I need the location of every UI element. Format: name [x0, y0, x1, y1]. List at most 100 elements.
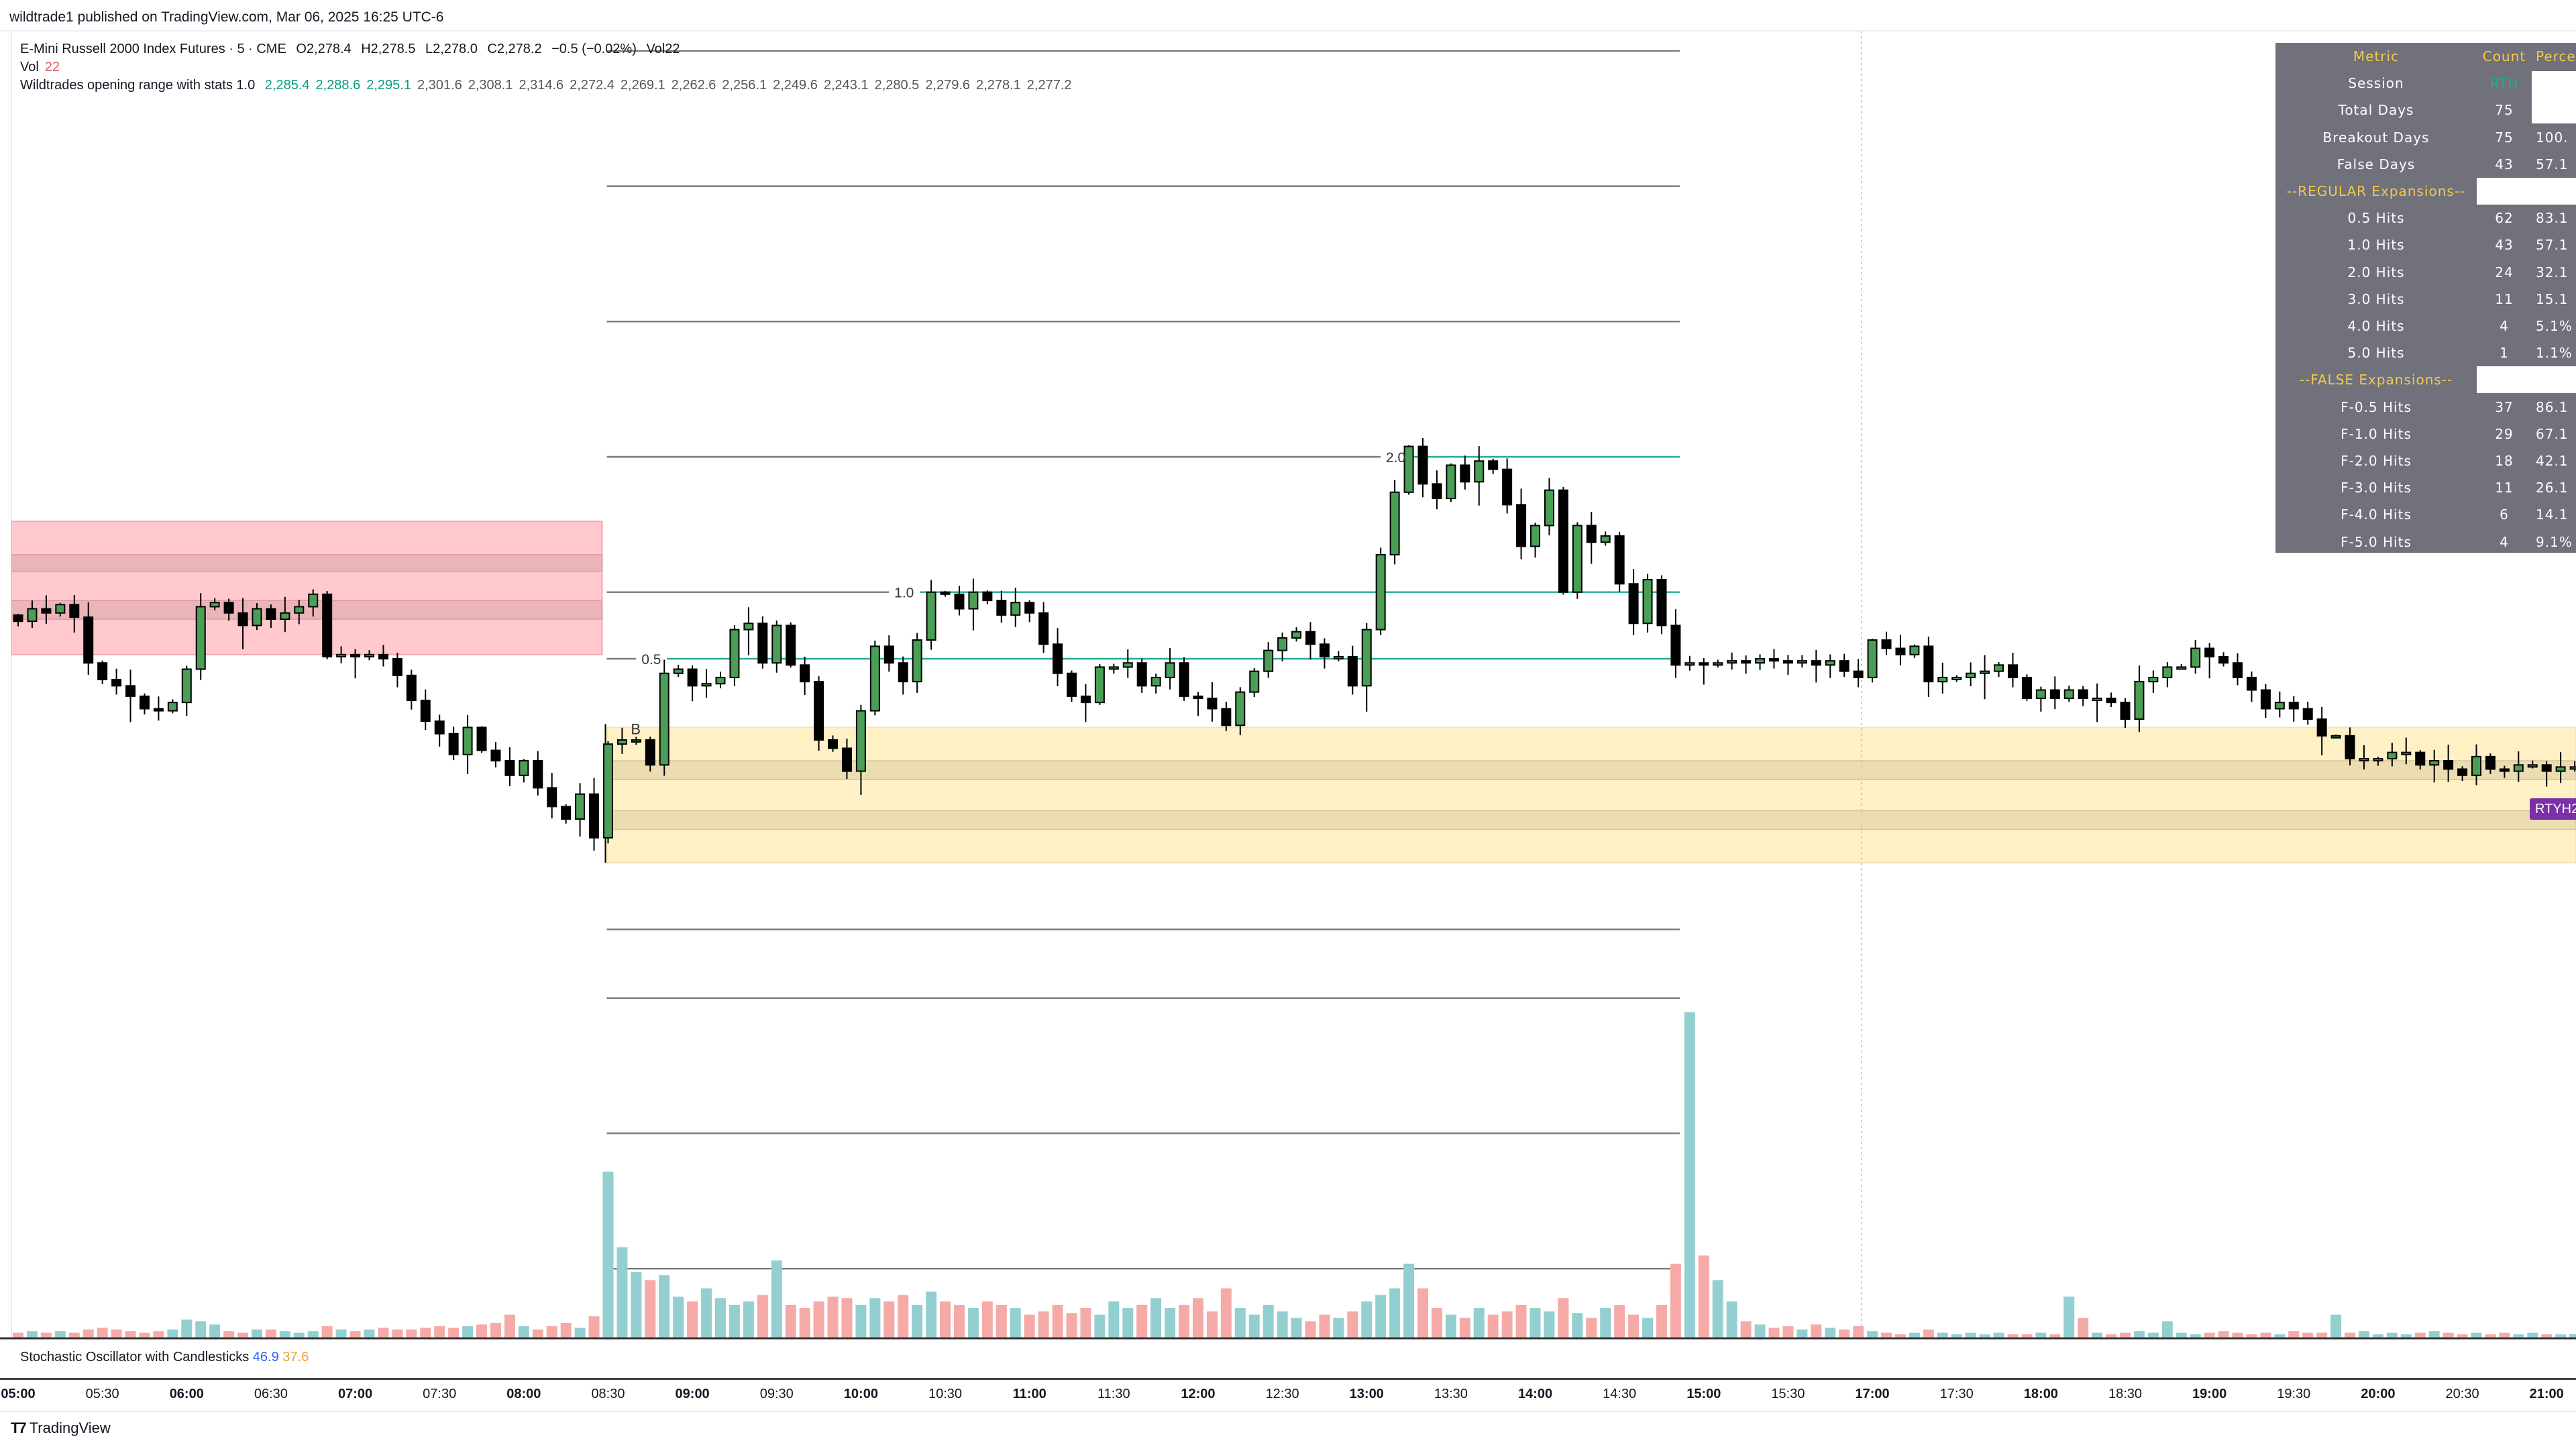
candle[interactable] [1895, 635, 1906, 665]
candle[interactable] [1094, 663, 1105, 705]
candle[interactable] [2316, 706, 2327, 755]
candle[interactable] [1446, 463, 1456, 502]
candle[interactable] [1642, 574, 1653, 633]
candle[interactable] [1516, 488, 1527, 559]
candle[interactable] [1488, 458, 1499, 474]
candle[interactable] [2106, 692, 2116, 707]
candle[interactable] [533, 751, 543, 796]
candle[interactable] [2260, 684, 2271, 718]
candle[interactable] [1796, 655, 1807, 668]
candle[interactable] [378, 645, 388, 667]
candle[interactable] [687, 665, 698, 702]
candle[interactable] [1417, 438, 1428, 498]
candle[interactable] [631, 737, 641, 745]
candle[interactable] [1530, 523, 1541, 558]
candle[interactable] [2485, 753, 2496, 774]
candle[interactable] [940, 590, 951, 597]
candle[interactable] [1811, 649, 1821, 683]
candle[interactable] [2120, 698, 2131, 729]
candle[interactable] [1670, 609, 1681, 678]
candle[interactable] [1741, 655, 1752, 674]
candle[interactable] [814, 676, 824, 751]
candle[interactable] [968, 578, 979, 631]
candle[interactable] [1347, 645, 1358, 695]
candle[interactable] [912, 633, 922, 693]
candle[interactable] [1727, 652, 1737, 670]
candle[interactable] [1684, 655, 1695, 671]
candle[interactable] [41, 595, 52, 624]
candle[interactable] [97, 660, 108, 684]
candle[interactable] [1024, 600, 1035, 623]
candle[interactable] [715, 672, 726, 689]
candle[interactable] [589, 777, 600, 851]
candle[interactable] [448, 727, 459, 761]
candle[interactable] [27, 600, 38, 629]
candle[interactable] [1221, 701, 1232, 731]
candle[interactable] [420, 689, 431, 731]
candle[interactable] [1361, 623, 1372, 712]
candle[interactable] [69, 594, 80, 633]
candle[interactable] [2373, 757, 2383, 766]
candle[interactable] [1544, 478, 1554, 535]
candle[interactable] [139, 693, 150, 714]
candle[interactable] [2274, 691, 2285, 718]
candle[interactable] [2387, 743, 2398, 767]
candle[interactable] [757, 616, 768, 669]
candle[interactable] [252, 602, 262, 631]
candle[interactable] [336, 646, 347, 663]
candle[interactable] [743, 607, 754, 656]
candle[interactable] [125, 669, 136, 722]
candle[interactable] [1249, 667, 1260, 698]
candle[interactable] [841, 739, 852, 780]
candle[interactable] [308, 589, 319, 617]
candle[interactable] [828, 735, 839, 752]
candle[interactable] [800, 656, 810, 695]
candle[interactable] [2162, 662, 2173, 688]
time-axis[interactable]: 05:00 05:30 06:00 06:30 07:00 07:30 08:00 08:30… [0, 1378, 2576, 1412]
candle[interactable] [982, 590, 993, 604]
candle[interactable] [2035, 686, 2046, 712]
tradingview-logo[interactable]: T7 TradingView [11, 1419, 111, 1437]
candle[interactable] [1136, 658, 1147, 693]
candle[interactable] [1980, 655, 1990, 700]
candle[interactable] [2007, 653, 2018, 688]
candle[interactable] [1656, 575, 1667, 635]
candle[interactable] [2443, 744, 2454, 782]
candle[interactable] [1600, 531, 1611, 546]
candle[interactable] [1375, 547, 1386, 635]
candle[interactable] [855, 704, 866, 795]
candle[interactable] [2233, 653, 2243, 686]
candle[interactable] [1460, 455, 1470, 490]
candle[interactable] [111, 668, 122, 695]
candle[interactable] [1502, 458, 1513, 514]
candle[interactable] [364, 650, 374, 661]
candle[interactable] [2527, 760, 2538, 769]
candle[interactable] [2471, 744, 2481, 786]
candle[interactable] [1432, 470, 1442, 510]
candle[interactable] [237, 598, 248, 649]
candle[interactable] [2302, 701, 2313, 725]
candle[interactable] [2021, 674, 2032, 701]
candle[interactable] [1277, 632, 1288, 661]
candle[interactable] [1235, 687, 1246, 735]
candle[interactable] [1628, 569, 1639, 635]
candle[interactable] [181, 665, 192, 716]
candle[interactable] [2148, 670, 2159, 693]
candle[interactable] [602, 741, 613, 844]
candle[interactable] [2555, 752, 2566, 784]
candle[interactable] [2204, 643, 2215, 679]
candle[interactable] [2415, 750, 2426, 770]
stochastic-legend[interactable]: Stochastic Oscillator with Candlesticks … [20, 1349, 309, 1365]
candle[interactable] [926, 580, 936, 650]
candle[interactable] [2218, 652, 2229, 667]
candle[interactable] [13, 613, 23, 627]
candle[interactable] [2176, 663, 2187, 670]
candle[interactable] [1179, 657, 1189, 701]
candle[interactable] [266, 604, 276, 629]
candle[interactable] [1699, 657, 1709, 685]
candle[interactable] [392, 653, 402, 688]
candle[interactable] [1909, 644, 1920, 659]
candle[interactable] [547, 773, 557, 819]
candle[interactable] [1951, 675, 1962, 682]
